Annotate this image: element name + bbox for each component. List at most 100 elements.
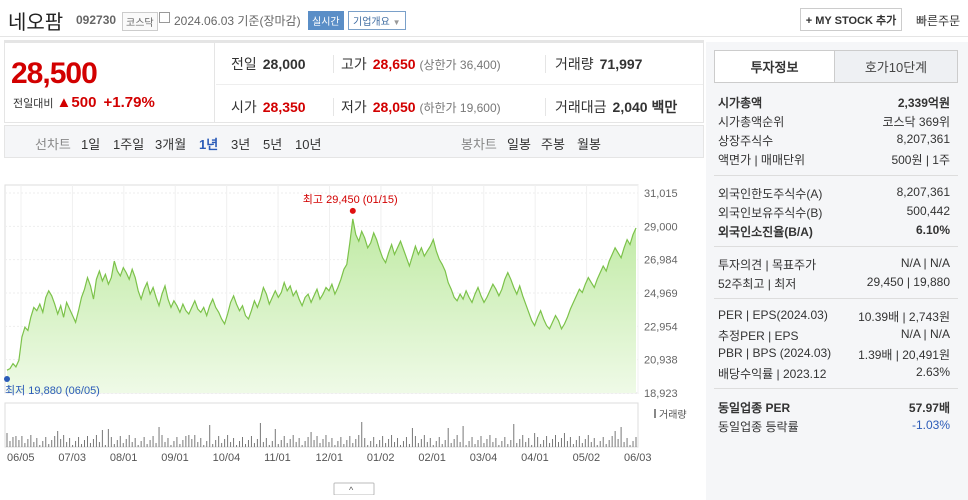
invest-row-value: 2.63% — [915, 365, 950, 379]
low-price: 저가 28,050 (하한가 19,600) — [341, 97, 501, 117]
calendar-icon — [159, 12, 170, 23]
tab-invest-info[interactable]: 투자정보 — [715, 51, 835, 82]
invest-row: 상장주식수 8,207,361 — [718, 132, 950, 150]
base-date: 2024.06.03 기준(장마감) — [174, 14, 301, 28]
invest-row: 시가총액순위 코스닥 369위 — [718, 113, 950, 131]
high-marker — [349, 207, 356, 214]
high-annotation: 최고 29,450 (01/15) — [303, 193, 398, 206]
tab-3m[interactable]: 3개월 — [155, 137, 187, 152]
stock-header: 네오팜 092730 코스닥 2024.06.03 기준(장마감) 실시간 기업… — [0, 0, 968, 37]
section-divider — [714, 246, 958, 247]
high-label: 고가 — [341, 56, 367, 72]
divider — [333, 55, 334, 73]
stock-code: 092730 — [76, 13, 117, 27]
x-tick-label: 04/01 — [521, 452, 549, 464]
x-tick-label: 11/01 — [264, 452, 291, 464]
invest-row-value: N/A | N/A — [900, 327, 950, 341]
invest-row-label: 투자의견 | 목표주가 — [718, 258, 817, 272]
invest-tabs: 투자정보 호가10단계 — [714, 50, 958, 83]
x-tick-label: 06/03 — [624, 452, 652, 464]
invest-row-label: PER | EPS(2024.03) — [718, 308, 828, 322]
corp-overview-label: 기업개요 — [353, 17, 390, 28]
invest-row: PBR | BPS (2024.03) 1.39배 | 20,491원 — [718, 346, 950, 364]
price-summary: 28,500 전일대비 ▲500 +1.79% 전일 28,000 고가 28,65… — [4, 40, 704, 123]
invest-row-label: 외국인소진율(B/A) — [718, 225, 813, 239]
realtime-button[interactable]: 실시간 — [308, 11, 344, 30]
tab-monthly[interactable]: 월봉 — [577, 137, 601, 152]
open-label: 시가 — [231, 99, 257, 115]
divider — [545, 55, 546, 73]
invest-row-label: 동일업종 등락률 — [718, 420, 799, 434]
x-tick-label: 10/04 — [213, 452, 241, 464]
x-tick-label: 05/02 — [573, 452, 601, 464]
amount-unit: 백만 — [651, 99, 678, 115]
tab-1d[interactable]: 1일 — [81, 137, 101, 152]
volume: 거래량 71,997 — [555, 54, 642, 74]
invest-row: 동일업종 등락률 -1.03% — [718, 418, 950, 436]
divider — [333, 98, 334, 116]
invest-row-value: 57.97배 — [908, 401, 950, 415]
expand-toggle-button — [333, 482, 375, 495]
invest-row-label: 외국인한도주식수(A) — [718, 187, 823, 201]
y-tick-label: 20,938 — [644, 355, 678, 367]
tab-daily[interactable]: 일봉 — [507, 137, 531, 152]
x-tick-label: 12/01 — [316, 452, 344, 464]
invest-row: 액면가 | 매매단위 500원 | 1주 — [718, 151, 950, 169]
invest-row: 시가총액 2,339억원 — [718, 94, 950, 112]
my-stock-add-button[interactable]: + MY STOCK 추가 — [800, 8, 902, 31]
price-line — [6, 218, 637, 371]
invest-row-label: 액면가 | 매매단위 — [718, 153, 806, 167]
tab-line-chart[interactable]: 선차트 — [35, 137, 71, 152]
tab-5y[interactable]: 5년 — [263, 137, 283, 152]
change-value: 500 — [71, 94, 97, 111]
open-value: 28,350 — [262, 99, 306, 115]
change-label: 전일대비 — [13, 98, 54, 110]
tab-quote-10[interactable]: 호가10단계 — [835, 51, 957, 82]
tab-3y[interactable]: 3년 — [231, 137, 251, 152]
price-chart-svg: 31,015 29,000 26,984 24,969 22,954 20,938 18,9… — [4, 184, 687, 495]
invest-row: 투자의견 | 목표주가 N/A | N/A — [718, 256, 950, 274]
invest-row: 추정PER | EPS N/A | N/A — [718, 327, 950, 345]
tab-1w[interactable]: 1주일 — [113, 137, 145, 152]
tab-weekly[interactable]: 주봉 — [541, 137, 565, 152]
tab-10y[interactable]: 10년 — [295, 137, 322, 152]
stock-name: 네오팜 — [8, 12, 64, 34]
section-divider — [714, 175, 958, 176]
y-tick-label: 18,923 — [644, 388, 678, 400]
divider — [545, 98, 546, 116]
high-price: 고가 28,650 (상한가 36,400) — [341, 54, 501, 74]
volume-frame — [4, 402, 639, 448]
low-marker — [4, 376, 10, 382]
invest-row-label: 배당수익률 | 2023.12 — [718, 367, 827, 381]
prev-value: 28,000 — [262, 56, 306, 72]
invest-row-value: 10.39배 | 2,743원 — [858, 310, 950, 324]
invest-row-value: 500원 | 1주 — [891, 153, 950, 167]
amount-label: 거래대금 — [555, 99, 607, 115]
amount-value: 2,040 — [612, 99, 648, 115]
low-annotation: 최저 19,880 (06/05) — [5, 384, 100, 397]
tab-candle-chart[interactable]: 봉차트 — [461, 137, 497, 152]
tab-1y[interactable]: 1년 — [199, 137, 219, 152]
y-tick-label: 31,015 — [644, 188, 678, 200]
quick-order-link[interactable]: 빠른주문 — [916, 14, 961, 28]
invest-row-value: 코스닥 369위 — [882, 115, 950, 129]
y-tick-label: 29,000 — [644, 221, 678, 233]
section-divider — [714, 298, 958, 299]
section-divider — [714, 388, 958, 389]
high-value: 28,650 — [372, 56, 416, 72]
change-rate: +1.79% — [103, 94, 155, 111]
invest-row-value: 500,442 — [906, 204, 950, 218]
corp-overview-dropdown[interactable]: 기업개요 ▼ — [348, 11, 406, 30]
low-label: 저가 — [341, 99, 367, 115]
x-tick-label: 07/03 — [58, 452, 86, 464]
chart-period-tabs: 선차트 1일 1주일 3개월 1년 3년 5년 10년 봉차트 일봉 주봉 월봉 — [4, 125, 704, 158]
up-triangle-icon: ▲ — [56, 94, 72, 111]
volume-legend-label: 거래량 — [659, 409, 687, 421]
invest-row: 동일업종 PER 57.97배 — [718, 399, 950, 417]
invest-row-label: 시가총액 — [718, 96, 763, 110]
current-price-panel: 28,500 전일대비 ▲500 +1.79% — [5, 43, 215, 123]
open-price: 시가 28,350 — [231, 97, 306, 117]
x-tick-label: 02/01 — [418, 452, 446, 464]
invest-row-value: 2,339억원 — [897, 96, 950, 110]
